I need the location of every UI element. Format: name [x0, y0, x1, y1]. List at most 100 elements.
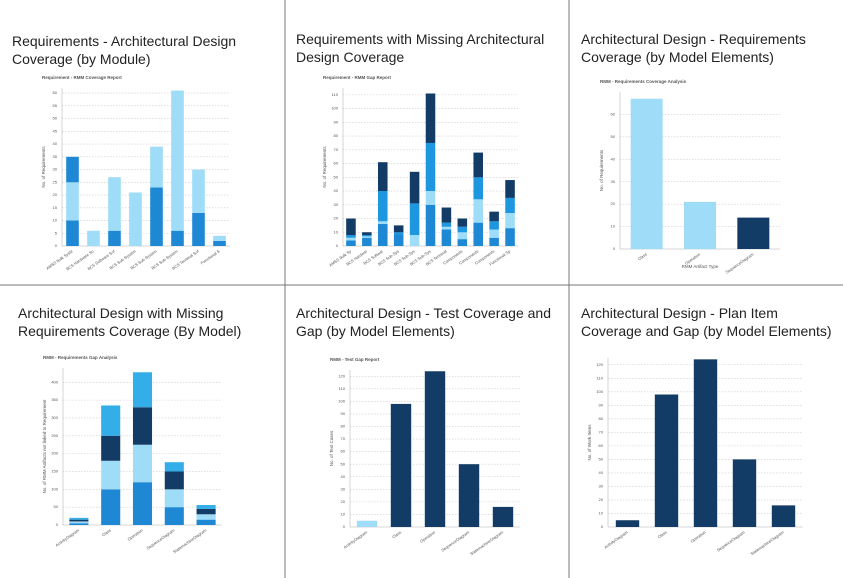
bar-segment [693, 359, 718, 527]
y-tick-label: 120 [338, 373, 345, 378]
bar-segment [473, 177, 483, 200]
bar-segment [457, 239, 468, 246]
panel-title: Architectural Design with Missing Requir… [18, 305, 242, 339]
bar-segment [192, 212, 205, 246]
chart-title: Requirement - RMM Gap Report [323, 75, 392, 80]
y-tick-label: 50 [341, 461, 346, 466]
x-tick-label: StatemachineDiagram [172, 527, 208, 554]
y-tick-label: 60 [53, 90, 58, 95]
bar-segment [378, 224, 388, 246]
x-tick-label: SequenceDiagram [440, 529, 471, 552]
y-tick-label: 30 [53, 167, 58, 172]
bar-segment [393, 225, 404, 233]
y-tick-label: 30 [334, 202, 339, 207]
y-tick-label: 20 [334, 216, 339, 221]
y-tick-label: 80 [334, 133, 339, 138]
bar-segment [213, 235, 226, 241]
x-tick-label: Operation [419, 530, 436, 544]
y-tick-label: 90 [599, 402, 604, 407]
x-tick-label: SequenceDiagram [716, 529, 747, 552]
bar-segment [378, 221, 388, 225]
chart-title: RMM - Requirements Coverage Analysis [600, 79, 687, 84]
y-tick-label: 25 [53, 179, 58, 184]
bar-segment [69, 523, 89, 525]
y-tick-label: 70 [341, 436, 346, 441]
y-tick-label: 100 [596, 389, 603, 394]
y-tick-label: 60 [599, 443, 604, 448]
bar-segment [393, 235, 404, 246]
bar-segment [69, 517, 89, 520]
bar-segment [213, 240, 226, 246]
bar-segment [457, 218, 468, 227]
y-tick-label: 20 [599, 497, 604, 502]
bar-segment [164, 507, 184, 525]
y-tick-label: 0 [343, 524, 346, 529]
y-tick-label: 300 [51, 415, 58, 420]
bar-segment [150, 187, 163, 246]
bar-segment [409, 203, 420, 236]
y-tick-label: 45 [53, 128, 58, 133]
y-tick-label: 70 [599, 429, 604, 434]
y-tick-label: 60 [334, 161, 339, 166]
bar-segment [732, 459, 757, 527]
panel-title: Architectural Design - Plan Item Coverag… [581, 305, 832, 339]
x-axis-label: RMM Artifact Type [682, 264, 719, 269]
y-axis-label: No. of Requirements [322, 146, 327, 188]
y-axis-label: No. of Test Cases [329, 430, 334, 466]
bar-segment [457, 226, 468, 233]
bar-segment [505, 213, 515, 229]
bar-segment [87, 230, 100, 246]
bar-segment [362, 232, 372, 236]
bar-segment [346, 218, 356, 236]
bar-segment [441, 226, 452, 230]
bar-segment [171, 90, 184, 231]
x-tick-label: Operation [689, 530, 706, 544]
bar-segment [69, 521, 89, 524]
bar-segment [458, 464, 480, 527]
bar-segment [196, 505, 216, 509]
bar-segment [150, 146, 163, 188]
bar-segment [615, 520, 640, 527]
bar-segment [378, 191, 388, 222]
bar-segment [390, 403, 412, 527]
bar-segment [171, 230, 184, 246]
y-axis-label: No. of Requirements [599, 149, 604, 191]
bar-segment [101, 460, 121, 490]
bar-segment [101, 405, 121, 436]
y-tick-label: 90 [334, 119, 339, 124]
bar-segment [489, 229, 499, 238]
bar-segment [101, 489, 121, 525]
bar-segment [425, 142, 436, 192]
y-tick-label: 110 [332, 92, 339, 97]
y-tick-label: 100 [331, 106, 338, 111]
bar-segment [196, 508, 216, 515]
bar-segment [489, 237, 499, 246]
bar-segment [196, 519, 216, 525]
y-axis-label: No. of Requirements [41, 146, 46, 188]
x-tick-label: Class [391, 530, 402, 540]
bar-segment [132, 482, 153, 525]
y-tick-label: 20 [341, 499, 346, 504]
y-axis-label: No. of RMM Artifacts not linked to Requi… [42, 399, 47, 494]
y-tick-label: 400 [51, 379, 58, 384]
bar-segment [362, 236, 372, 238]
y-tick-label: 50 [599, 456, 604, 461]
y-tick-label: 60 [341, 449, 346, 454]
y-tick-label: 50 [54, 504, 59, 509]
y-tick-label: 10 [599, 511, 604, 516]
bar-segment [362, 235, 372, 237]
bar-segment [492, 506, 514, 527]
bar-segment [473, 152, 483, 178]
chart-title: RMM - Test Gap Report [330, 357, 380, 362]
y-axis-label: No. of Work Items [587, 424, 592, 461]
y-tick-label: 30 [341, 486, 346, 491]
bar-segment [129, 192, 142, 246]
bar-segment [489, 221, 499, 230]
bar-segment [132, 407, 153, 445]
x-tick-label: StatemachineDiagram [469, 529, 505, 556]
y-tick-label: 5 [55, 230, 58, 235]
chart-title: Requirement - RMM Coverage Report [42, 75, 122, 80]
bar-segment [378, 162, 388, 192]
